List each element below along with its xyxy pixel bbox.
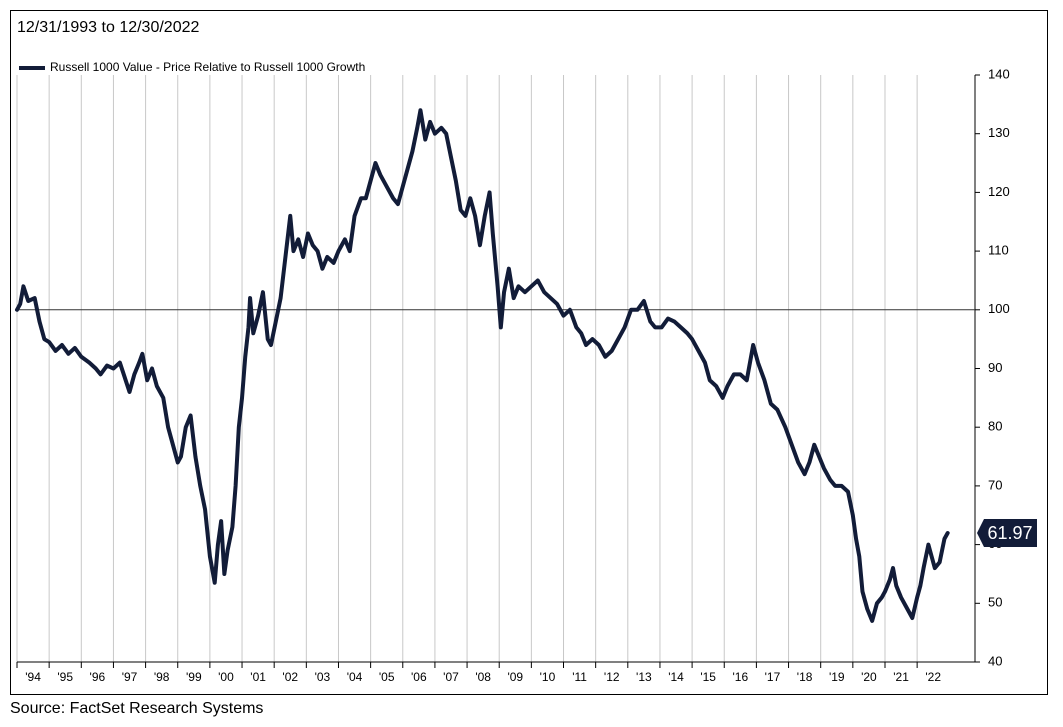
x-tick-label: '14 (668, 670, 684, 684)
source-note: Source: FactSet Research Systems (10, 700, 263, 717)
x-tick-label: '09 (507, 670, 523, 684)
x-tick-label: '18 (797, 670, 813, 684)
data-line (15, 108, 950, 623)
x-tick-label: '96 (90, 670, 106, 684)
y-tick-label: 40 (988, 653, 1002, 668)
x-tick-label: '06 (411, 670, 427, 684)
x-tick-label: '01 (250, 670, 266, 684)
x-tick-label: '98 (154, 670, 170, 684)
x-tick-label: '13 (636, 670, 652, 684)
y-tick-label: 80 (988, 419, 1002, 434)
x-tick-label: '00 (218, 670, 234, 684)
x-tick-label: '94 (25, 670, 41, 684)
x-tick-label: '12 (604, 670, 620, 684)
x-tick-label: '19 (829, 670, 845, 684)
chart-frame (10, 10, 1048, 695)
y-tick-label: 110 (988, 243, 1009, 258)
y-tick-label: 140 (988, 66, 1010, 81)
x-tick-label: '08 (475, 670, 491, 684)
x-tick-label: '05 (379, 670, 395, 684)
x-tick-label: '21 (893, 670, 909, 684)
legend-label: Russell 1000 Value - Price Relative to R… (50, 60, 365, 74)
x-tick-label: '97 (122, 670, 138, 684)
chart-title: 12/31/1993 to 12/30/2022 (17, 19, 199, 36)
x-tick-label: '20 (861, 670, 877, 684)
x-tick-label: '95 (57, 670, 73, 684)
x-tick-label: '07 (443, 670, 459, 684)
x-tick-label: '02 (282, 670, 298, 684)
x-tick-label: '11 (572, 670, 587, 684)
x-tick-label: '10 (540, 670, 556, 684)
x-tick-label: '03 (315, 670, 331, 684)
y-tick-label: 100 (988, 301, 1010, 316)
x-tick-label: '99 (186, 670, 202, 684)
x-tick-label: '04 (347, 670, 363, 684)
y-tick-label: 50 (988, 595, 1002, 610)
y-tick-label: 130 (988, 125, 1010, 140)
y-tick-label: 90 (988, 360, 1002, 375)
x-tick-label: '22 (925, 670, 941, 684)
y-tick-label: 120 (988, 184, 1010, 199)
value-callout (977, 519, 1037, 548)
y-tick-label: 70 (988, 477, 1002, 492)
x-tick-label: '15 (700, 670, 716, 684)
x-tick-label: '17 (765, 670, 781, 684)
x-tick-label: '16 (733, 670, 749, 684)
value-callout-label: 61.97 (987, 523, 1032, 543)
